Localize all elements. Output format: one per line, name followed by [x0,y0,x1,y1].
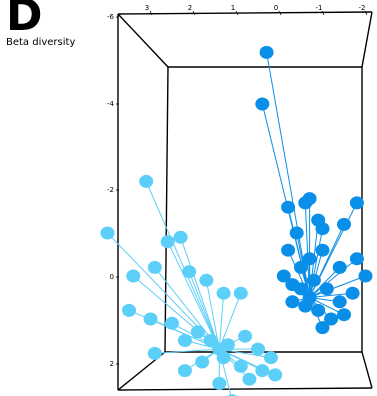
spider-line [167,241,220,350]
panel-subtitle: Beta diversity [6,37,76,48]
spider-line [205,280,220,350]
data-point [315,321,330,335]
top-tick-mark [321,10,325,16]
data-point [294,282,308,296]
data-point [122,303,136,317]
data-point [306,273,321,287]
data-point [182,265,197,279]
data-point [173,230,188,244]
data-point [285,295,300,309]
data-point [212,377,227,390]
data-point [281,200,296,214]
data-point [177,364,192,378]
vertical-tick-label: -6 [107,13,115,21]
data-point [143,312,158,326]
vertical-tick-label: 0 [110,273,114,281]
data-point [195,355,210,369]
data-point [216,286,231,300]
data-point [233,286,248,300]
spider-line [218,293,225,350]
panel-letter: D [6,0,43,41]
top-tick-label: 2 [188,4,192,12]
top-tick-mark [235,10,239,16]
vertical-tick-label: -4 [107,100,115,108]
top-tick-mark [149,10,153,16]
data-point [165,316,179,330]
data-point [281,243,296,257]
data-point [203,334,218,347]
data-point [349,196,364,210]
spider-line [218,293,242,350]
spider-line [309,275,366,298]
data-point [100,226,115,240]
data-point [251,342,265,356]
data-point [324,312,339,326]
box-edge [117,13,169,68]
spider-line [309,292,353,298]
data-point [199,273,214,287]
data-point [255,364,270,378]
top-tick-mark [192,10,196,16]
spider-line [266,52,311,298]
data-point [233,359,248,373]
centroid-point [302,291,317,304]
data-point [190,325,205,339]
data-point [268,368,283,382]
data-point [302,192,317,206]
vertical-tick-label: 2 [110,360,114,368]
plot-box [117,11,373,391]
box-edge [164,66,169,353]
data-point [139,174,154,188]
data-point [289,226,304,240]
data-point [263,351,278,365]
data-point [345,286,360,300]
data-point [358,269,373,283]
top-tick-mark [278,10,282,16]
data-point [160,235,175,249]
spider-line [154,348,220,354]
box-edge [117,11,373,15]
spider-line [180,237,220,350]
box-edge [361,11,373,68]
data-point [315,222,330,236]
data-point [302,252,317,266]
spider-line [287,207,311,298]
data-point [242,372,257,386]
axis-ticks: -6 -4 -2 0 2 3 2 1 0 -1 -2 [107,4,368,368]
spider-line [145,181,220,350]
data-point [315,243,330,257]
data-point [238,329,253,343]
data-point [311,303,326,317]
centroid-point [212,342,227,356]
data-point [294,260,308,274]
box-edge [361,351,373,389]
data-point [147,346,162,360]
top-tick-label: -2 [359,4,366,12]
data-point [332,295,347,309]
data-point [319,282,334,296]
box-edge [117,387,373,391]
data-point [259,45,274,59]
data-points [100,45,373,396]
top-tick-label: 1 [231,4,235,12]
data-point [332,260,347,274]
top-tick-mark [364,10,368,16]
data-point [126,269,141,283]
top-tick-label: 3 [145,4,149,12]
data-point [337,217,351,231]
data-point [276,269,291,283]
data-point [147,260,162,274]
top-tick-label: -1 [316,4,323,12]
data-point [337,308,351,322]
top-tick-label: 0 [274,4,278,12]
vertical-tick-label: -2 [107,186,114,194]
data-point [177,334,192,347]
data-point [349,252,364,266]
spider-line [309,267,341,298]
spider-line [309,258,358,298]
data-point [255,97,270,111]
